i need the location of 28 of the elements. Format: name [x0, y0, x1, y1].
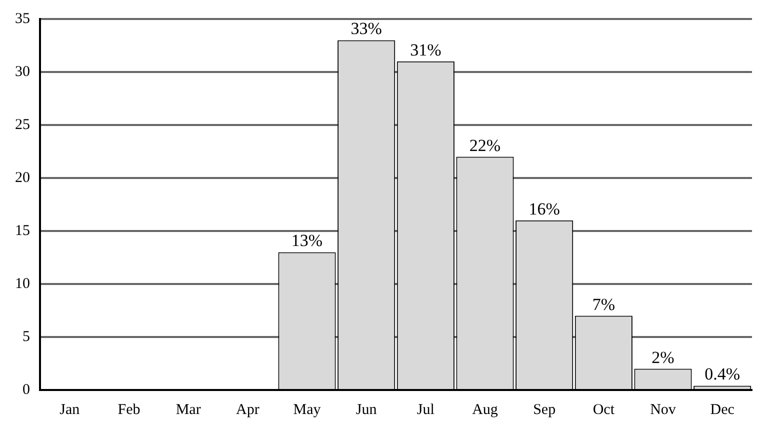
x-tick-label: Nov	[650, 402, 676, 418]
x-tick-label: Oct	[592, 402, 616, 418]
y-tick-label: 35	[15, 10, 30, 27]
data-label: 33%	[350, 19, 382, 38]
data-label: 22%	[469, 136, 501, 155]
y-tick-label: 0	[22, 382, 30, 398]
y-tick-label: 15	[15, 222, 30, 239]
x-tick-label: Jul	[416, 402, 434, 418]
x-tick-label: Jun	[356, 402, 378, 418]
x-tick-label: Feb	[118, 402, 140, 418]
y-tick-label: 25	[15, 116, 30, 133]
data-label: 13%	[291, 231, 323, 250]
x-tick-label: Aug	[472, 402, 498, 418]
x-tick-label: May	[293, 402, 322, 418]
y-tick-label: 30	[15, 64, 30, 80]
y-tick-label: 5	[22, 328, 30, 345]
x-tick-label: Mar	[176, 402, 201, 418]
data-label: 16%	[528, 199, 560, 218]
x-tick-label: Apr	[236, 402, 260, 418]
data-label: 31%	[410, 40, 442, 60]
y-tick-label: 10	[15, 276, 30, 292]
data-label: 7%	[592, 294, 616, 314]
x-tick-label: Sep	[533, 402, 556, 418]
data-label: 2%	[652, 348, 674, 367]
data-label: 0.4%	[704, 364, 740, 384]
x-tick-label: Jan	[60, 402, 80, 418]
x-tick-label: Dec	[710, 402, 735, 418]
y-tick-label: 20	[15, 170, 30, 186]
